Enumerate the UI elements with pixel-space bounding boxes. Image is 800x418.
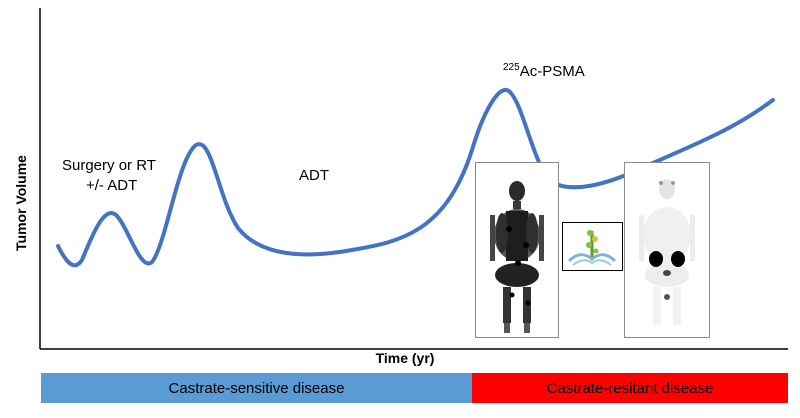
phase-label-castrate-resistant: Castrate-resitant disease <box>546 379 714 397</box>
adt-annotation: ADT <box>299 167 329 184</box>
psma-label: Ac-PSMA <box>519 63 585 80</box>
radioligand-illustration-panel <box>562 222 623 271</box>
y-axis-label: Tumor Volume <box>13 155 29 251</box>
phase-bar-castrate-resistant: Castrate-resitant disease <box>472 373 788 403</box>
phase-label-castrate-sensitive: Castrate-sensitive disease <box>168 379 345 397</box>
pet-scan-before-panel <box>475 162 559 338</box>
x-axis-label: Time (yr) <box>375 350 435 366</box>
surgery-annotation-line2: +/- ADT <box>86 177 138 194</box>
radioligand-illustration <box>567 230 617 266</box>
tumor-volume-curve <box>56 88 775 268</box>
pet-scan-after-panel <box>624 162 710 338</box>
psma-annotation: 225Ac-PSMA <box>503 62 585 80</box>
pet-scan-before-image <box>490 181 544 333</box>
psma-superscript: 225 <box>503 62 520 73</box>
pet-scan-after-image <box>639 179 695 325</box>
phase-bar-castrate-sensitive: Castrate-sensitive disease <box>41 373 472 403</box>
surgery-annotation-line1: Surgery or RT <box>62 157 156 174</box>
